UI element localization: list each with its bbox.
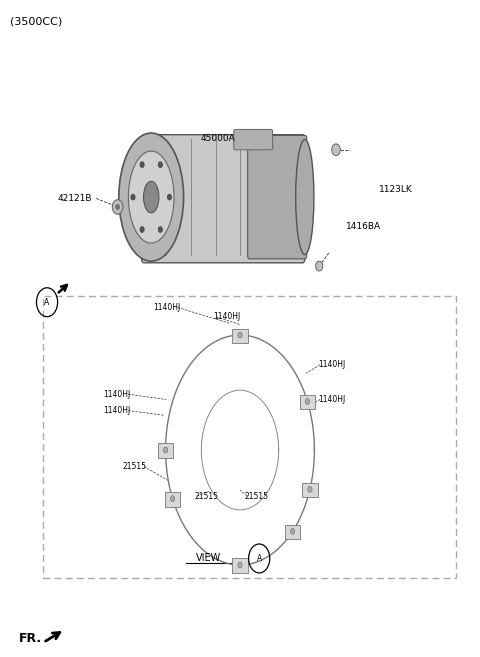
Ellipse shape — [140, 162, 144, 168]
Ellipse shape — [158, 162, 162, 168]
Bar — [232, 328, 248, 343]
Text: A: A — [45, 298, 49, 307]
Ellipse shape — [238, 562, 242, 568]
Text: FR.: FR. — [19, 632, 42, 645]
Text: 21515: 21515 — [245, 491, 269, 501]
Text: 1140HJ: 1140HJ — [103, 406, 131, 415]
Text: 1416BA: 1416BA — [346, 222, 381, 231]
Ellipse shape — [131, 194, 135, 200]
Ellipse shape — [128, 151, 174, 243]
Text: (3500CC): (3500CC) — [10, 16, 62, 26]
Ellipse shape — [296, 140, 314, 255]
Ellipse shape — [116, 204, 120, 210]
FancyBboxPatch shape — [248, 135, 307, 259]
Ellipse shape — [112, 200, 123, 214]
Ellipse shape — [163, 447, 168, 453]
Text: VIEW: VIEW — [196, 553, 221, 564]
Bar — [158, 443, 173, 458]
Text: 1140HJ: 1140HJ — [214, 312, 241, 321]
Ellipse shape — [158, 227, 162, 233]
Ellipse shape — [308, 486, 312, 492]
Text: 1140HJ: 1140HJ — [103, 390, 131, 399]
Ellipse shape — [144, 181, 159, 213]
Text: 1140HJ: 1140HJ — [318, 395, 345, 404]
Bar — [165, 492, 180, 507]
Ellipse shape — [305, 399, 310, 405]
Text: 1140HJ: 1140HJ — [153, 303, 180, 312]
Ellipse shape — [332, 144, 340, 156]
Ellipse shape — [238, 332, 242, 338]
Ellipse shape — [167, 194, 172, 200]
Ellipse shape — [290, 528, 295, 534]
Text: 1140HJ: 1140HJ — [318, 360, 345, 369]
Text: 42121B: 42121B — [57, 194, 92, 203]
Bar — [285, 525, 300, 539]
FancyBboxPatch shape — [142, 135, 305, 263]
Ellipse shape — [316, 261, 323, 271]
Text: 21515: 21515 — [194, 491, 218, 501]
Text: 1123LK: 1123LK — [379, 185, 413, 194]
Text: 45000A: 45000A — [201, 134, 236, 143]
Ellipse shape — [119, 133, 184, 261]
Bar — [232, 558, 248, 573]
Bar — [43, 296, 456, 578]
FancyBboxPatch shape — [234, 129, 273, 150]
Text: A: A — [257, 554, 262, 563]
Bar — [302, 483, 318, 497]
Ellipse shape — [140, 227, 144, 233]
Bar — [300, 395, 315, 409]
Ellipse shape — [170, 495, 175, 501]
Text: 21515: 21515 — [122, 462, 146, 471]
